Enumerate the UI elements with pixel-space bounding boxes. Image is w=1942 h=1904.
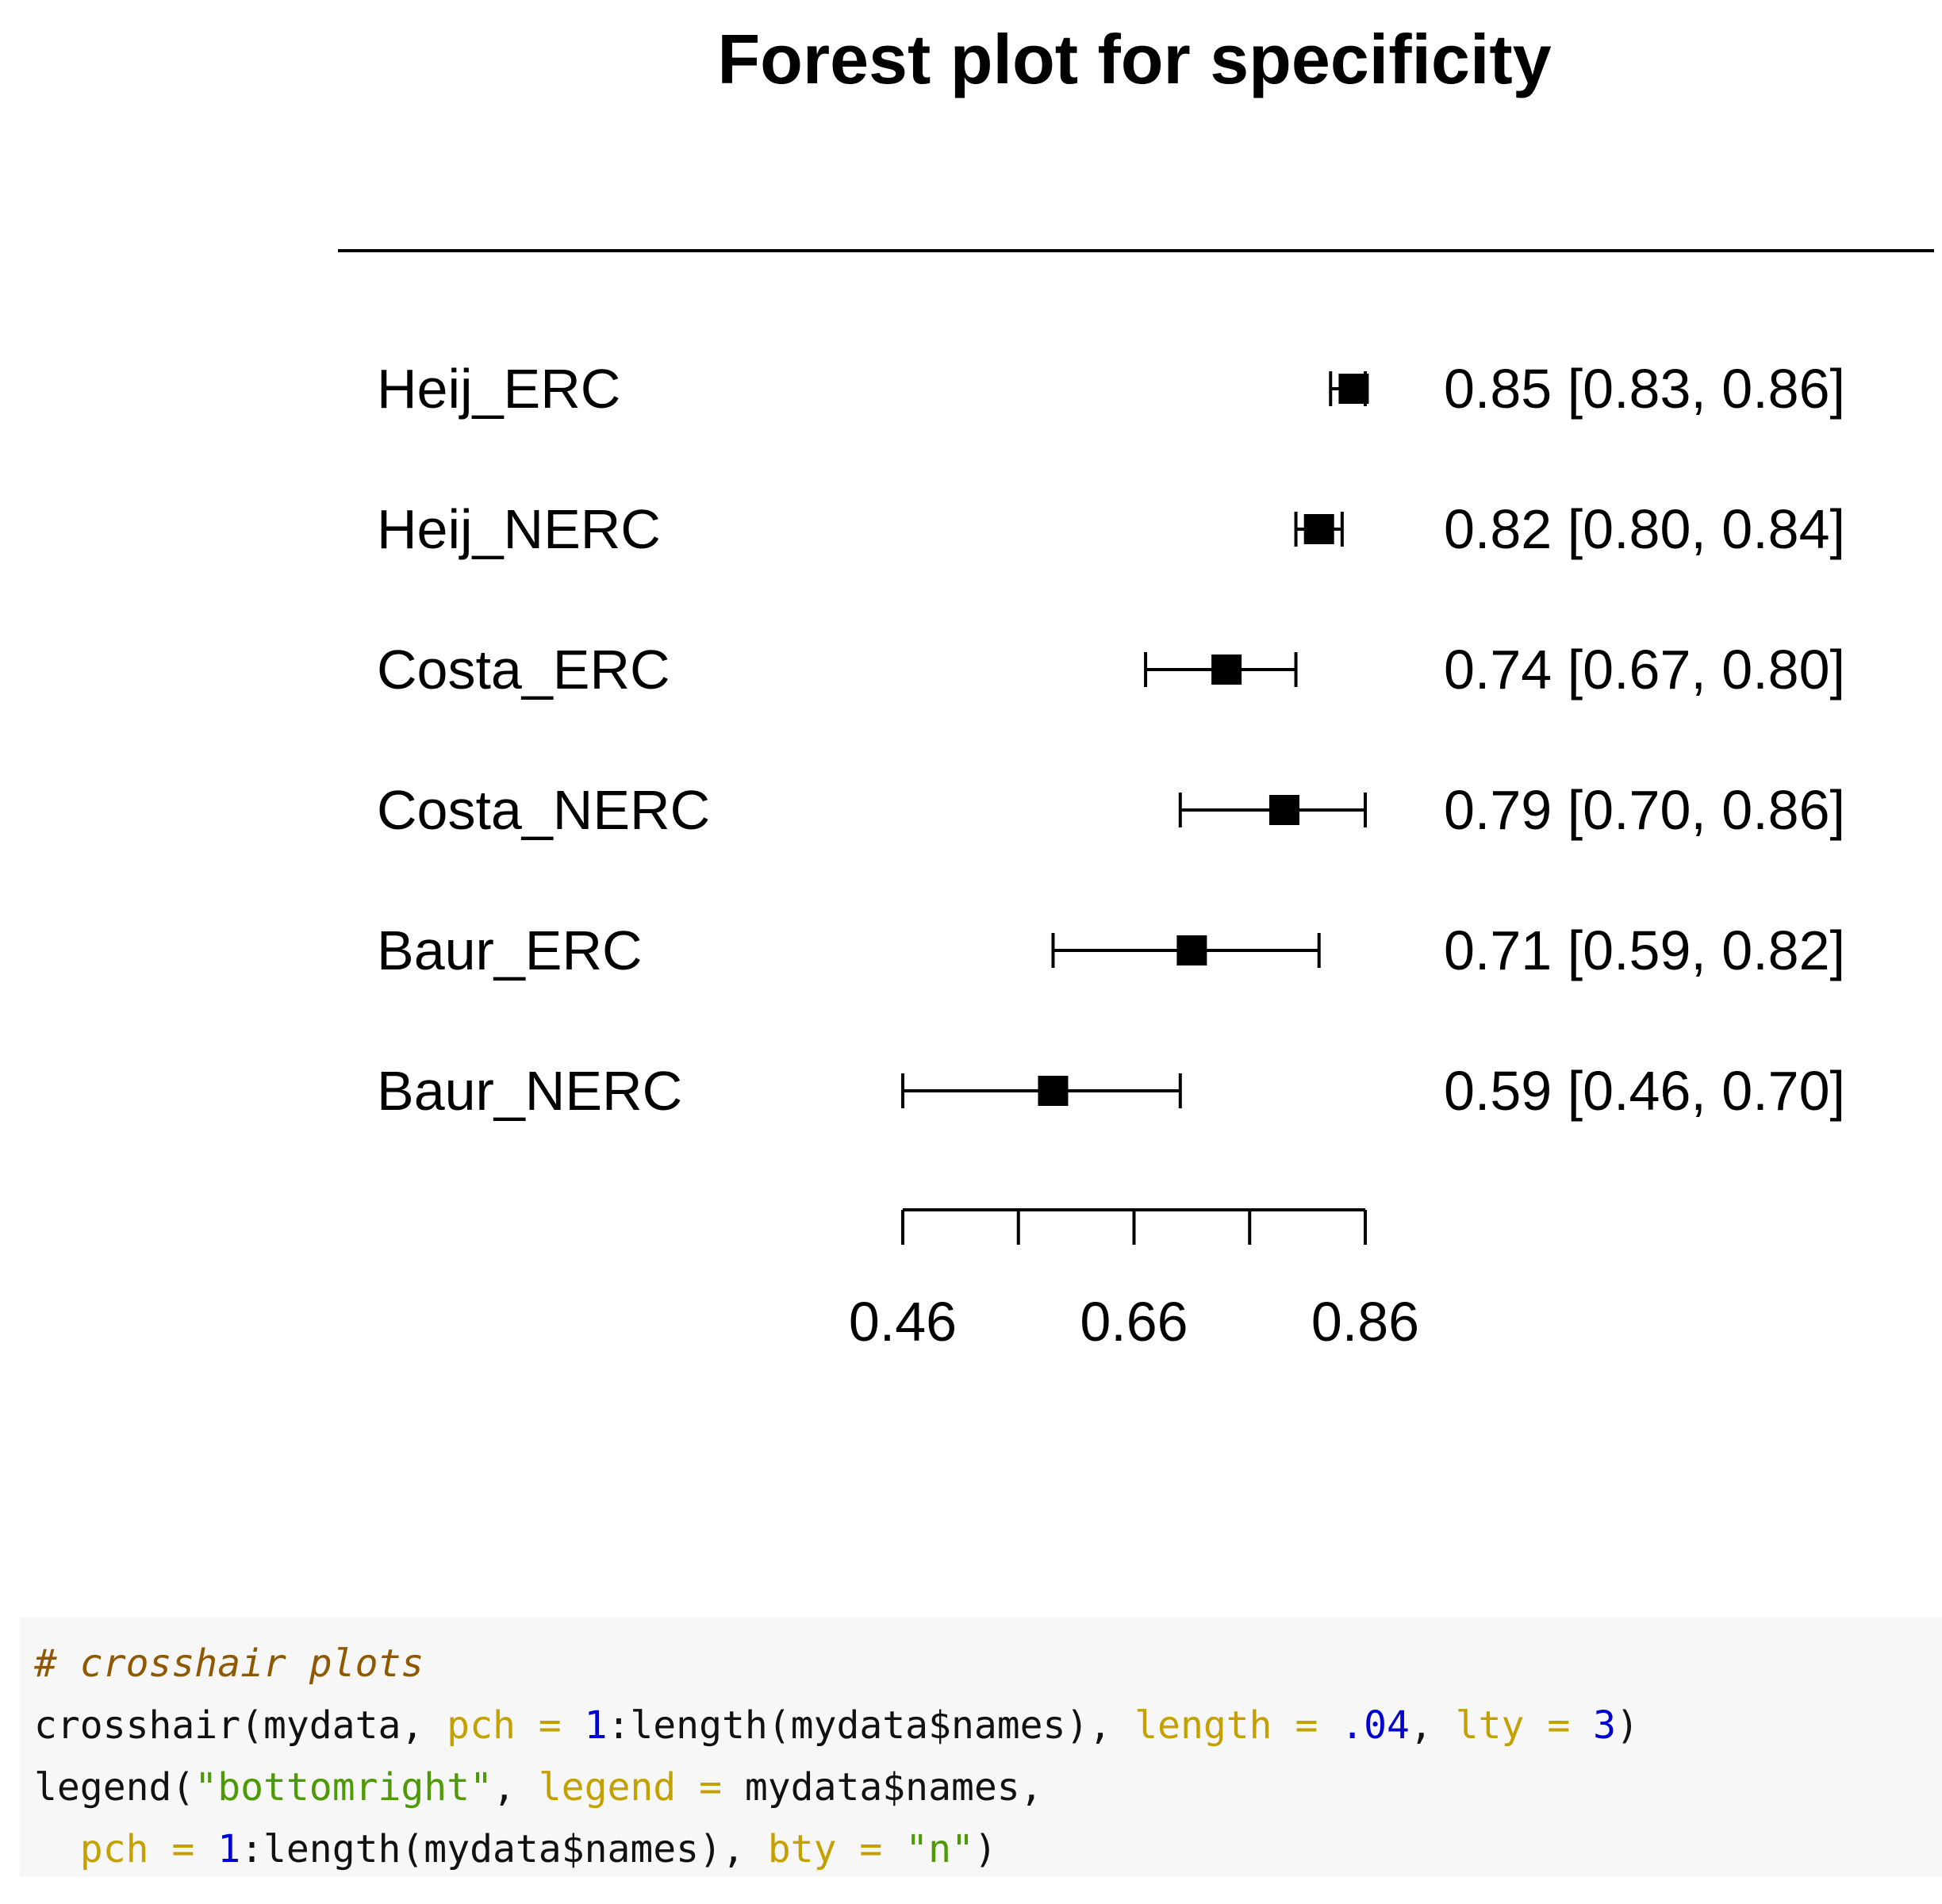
code-token: =: [1524, 1703, 1594, 1748]
chart-title: Forest plot for specificity: [717, 20, 1551, 98]
code-token: "n": [905, 1827, 974, 1871]
point-estimate: [1038, 1076, 1069, 1106]
code-token: mydata$names,: [744, 1765, 1043, 1810]
point-estimate: [1338, 374, 1369, 404]
forest-plot: Forest plot for specificity Heij_ERC 0.85…: [338, 20, 1934, 1353]
code-line: legend("bottomright", legend = mydata$na…: [34, 1756, 1928, 1818]
code-token: =: [148, 1827, 218, 1871]
code-token: 1: [584, 1703, 608, 1748]
estimate-label: 0.79 [0.70, 0.86]: [1444, 779, 1845, 841]
code-token: 1: [217, 1827, 241, 1871]
code-line: # crosshair plots: [34, 1633, 1928, 1695]
code-comment: # crosshair plots: [34, 1641, 424, 1686]
code-token: :length(mydata$names),: [240, 1827, 768, 1871]
code-token: .04: [1341, 1703, 1410, 1748]
point-estimate: [1303, 514, 1334, 544]
code-token: bty: [767, 1827, 837, 1871]
study-row: Costa_NERC 0.79 [0.70, 0.86]: [377, 779, 1845, 841]
code-token: ): [1616, 1703, 1639, 1748]
code-token: legend: [538, 1765, 677, 1810]
code-token: 3: [1593, 1703, 1617, 1748]
code-line: crosshair(mydata, pch = 1:length(mydata$…: [34, 1695, 1928, 1756]
code-token: ,: [1409, 1703, 1456, 1748]
code-token: crosshair(mydata,: [34, 1703, 447, 1748]
code-block: # crosshair plots crosshair(mydata, pch =…: [20, 1617, 1942, 1876]
estimate-label: 0.82 [0.80, 0.84]: [1444, 498, 1845, 560]
study-name: Baur_NERC: [377, 1060, 682, 1122]
code-token: pch: [79, 1827, 149, 1871]
code-token: pch: [447, 1703, 516, 1748]
code-token: =: [1272, 1703, 1341, 1748]
study-name: Baur_ERC: [377, 919, 643, 981]
study-name: Heij_ERC: [377, 358, 620, 420]
code-token: =: [676, 1765, 745, 1810]
study-row: Heij_ERC 0.85 [0.83, 0.86]: [377, 358, 1845, 420]
estimate-label: 0.85 [0.83, 0.86]: [1444, 358, 1845, 420]
study-row: Costa_ERC 0.74 [0.67, 0.80]: [377, 639, 1845, 701]
axis-tick-label: 0.46: [849, 1291, 957, 1353]
point-estimate: [1268, 795, 1299, 825]
study-name: Costa_ERC: [377, 639, 670, 701]
code-token: ,: [492, 1765, 539, 1810]
code-token: ): [973, 1827, 997, 1871]
code-token: length: [1134, 1703, 1272, 1748]
code-token: legend(: [34, 1765, 195, 1810]
code-token: [34, 1827, 80, 1871]
axis-tick-label: 0.66: [1080, 1291, 1188, 1353]
study-name: Costa_NERC: [377, 779, 710, 841]
estimate-label: 0.71 [0.59, 0.82]: [1444, 919, 1845, 981]
study-name: Heij_NERC: [377, 498, 661, 560]
axis-tick-label: 0.86: [1311, 1291, 1419, 1353]
code-token: =: [836, 1827, 906, 1871]
code-token: lty: [1455, 1703, 1525, 1748]
x-axis: 0.46 0.66 0.86: [849, 1208, 1419, 1353]
code-token: =: [515, 1703, 585, 1748]
study-rows: Heij_ERC 0.85 [0.83, 0.86] Heij_NERC 0.82 […: [377, 358, 1845, 1122]
study-row: Baur_NERC 0.59 [0.46, 0.70]: [377, 1060, 1845, 1122]
code-token: :length(mydata$names),: [607, 1703, 1135, 1748]
code-token: "bottomright": [194, 1765, 493, 1810]
estimate-label: 0.59 [0.46, 0.70]: [1444, 1060, 1845, 1122]
study-row: Heij_NERC 0.82 [0.80, 0.84]: [377, 498, 1845, 560]
code-line: pch = 1:length(mydata$names), bty = "n"): [34, 1818, 1928, 1880]
point-estimate: [1211, 654, 1242, 685]
estimate-label: 0.74 [0.67, 0.80]: [1444, 639, 1845, 701]
study-row: Baur_ERC 0.71 [0.59, 0.82]: [377, 919, 1845, 981]
point-estimate: [1176, 935, 1207, 965]
